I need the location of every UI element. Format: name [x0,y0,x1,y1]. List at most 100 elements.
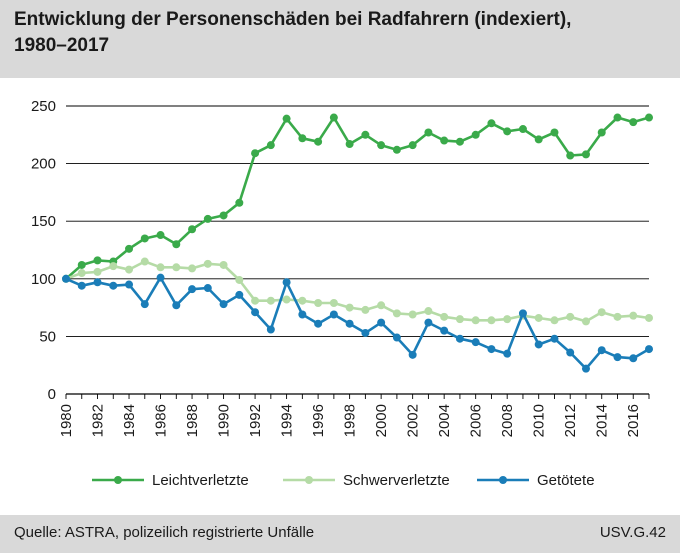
data-point-s1-2014 [597,128,606,137]
data-point-s2-2011 [550,316,559,325]
data-point-s3-1980 [62,274,70,283]
legend-marker-3 [499,476,507,484]
x-tick-label-1992: 1992 [247,404,264,437]
data-point-s3-2000 [377,318,386,327]
x-tick-label-1996: 1996 [310,404,327,437]
x-tick-label-2010: 2010 [531,404,548,437]
data-point-s2-1988 [188,264,197,273]
data-point-s2-1989 [203,259,212,268]
data-point-s3-2017 [645,345,653,354]
data-point-s3-2014 [597,346,606,355]
data-point-s1-1996 [314,137,323,146]
y-tick-label-250: 250 [31,98,56,115]
data-point-s3-2011 [550,334,559,343]
data-point-s3-2009 [518,309,527,318]
data-point-s1-1985 [140,234,149,243]
data-point-s3-2002 [408,350,417,359]
data-point-s2-2008 [503,315,512,324]
x-tick-label-1984: 1984 [121,404,138,437]
data-point-s3-2006 [471,338,480,347]
data-point-s2-2010 [534,313,543,322]
data-point-s3-1999 [361,328,370,337]
title-panel: Entwicklung der Personenschäden bei Radf… [0,0,680,78]
data-point-s1-2001 [392,145,401,154]
data-point-s1-1993 [266,141,275,150]
y-tick-label-200: 200 [31,156,56,173]
data-point-s2-2007 [487,316,496,325]
data-point-s2-1991 [235,275,244,284]
chart-title-line-2: 1980–2017 [14,35,110,56]
x-tick-label-2008: 2008 [499,404,516,437]
data-point-s1-2010 [534,135,543,144]
data-point-s3-1988 [188,285,197,294]
data-point-s3-1994 [282,278,291,287]
data-point-s2-2017 [645,313,653,322]
data-point-s3-1987 [172,301,181,310]
data-point-s1-2015 [613,113,622,122]
data-point-s2-1992 [251,296,260,305]
data-point-s3-1989 [203,284,212,293]
x-tick-label-1998: 1998 [342,404,359,437]
data-point-s3-2003 [424,318,433,327]
data-point-s1-2011 [550,128,559,137]
x-tick-label-2014: 2014 [594,404,611,437]
legend-marker-1 [114,476,122,484]
x-tick-label-2016: 2016 [625,404,642,437]
data-point-s3-1997 [329,310,338,319]
data-point-s3-1981 [77,281,86,290]
data-point-s2-2001 [392,309,401,318]
x-tick-label-1988: 1988 [184,404,201,437]
data-point-s3-1991 [235,290,244,299]
data-point-s1-2012 [566,151,575,160]
data-point-s2-1984 [125,265,134,274]
x-tick-label-2004: 2004 [436,404,453,437]
data-point-s3-1982 [93,278,102,287]
footer-panel: Quelle: ASTRA, polizeilich registrierte … [0,515,680,553]
data-point-s3-1990 [219,300,228,309]
legend-label-2: Schwerverletzte [343,472,450,489]
data-point-s3-2007 [487,345,496,354]
data-point-s2-2002 [408,310,417,319]
data-point-s1-2003 [424,128,433,137]
data-point-s1-2017 [645,113,653,122]
figure-code: USV.G.42 [599,524,666,541]
data-point-s1-1998 [345,140,354,149]
data-point-s2-2000 [377,301,386,310]
series-line-1 [65,116,650,280]
data-point-s3-2015 [613,353,622,362]
data-point-s3-2012 [566,348,575,357]
data-point-s1-2009 [518,125,527,134]
data-point-s1-2004 [440,136,449,145]
x-tick-label-1986: 1986 [153,404,170,437]
data-point-s2-2015 [613,312,622,321]
data-point-s3-1992 [251,308,260,317]
data-point-s2-1997 [329,298,338,307]
data-point-s3-1998 [345,319,354,328]
data-point-s2-1998 [345,303,354,312]
data-point-s1-1987 [172,240,181,249]
data-point-s2-2004 [440,312,449,321]
data-point-s1-2006 [471,130,480,139]
data-point-s1-1988 [188,225,197,234]
data-point-s3-2016 [629,354,638,363]
data-point-s2-1996 [314,298,323,307]
data-point-s2-1987 [172,263,181,272]
data-point-s1-2008 [503,127,512,136]
data-point-s1-2016 [629,118,638,127]
x-tick-label-1982: 1982 [90,404,107,437]
data-point-s3-2005 [455,334,464,343]
data-point-s3-1985 [140,300,149,309]
data-point-s1-1990 [219,211,228,220]
data-point-s2-1981 [77,269,86,278]
data-point-s1-1989 [203,214,212,223]
data-point-s3-1984 [125,280,134,289]
data-point-s1-1997 [329,113,338,122]
source-note: Quelle: ASTRA, polizeilich registrierte … [14,524,315,541]
data-point-s1-1991 [235,198,244,207]
data-point-s1-1981 [77,260,86,269]
x-tick-label-2000: 2000 [373,404,390,437]
data-point-s3-2013 [581,364,590,373]
data-point-s1-2000 [377,141,386,150]
legend-marker-2 [305,476,313,484]
chart-title-line-1: Entwicklung der Personenschäden bei Radf… [14,9,572,30]
